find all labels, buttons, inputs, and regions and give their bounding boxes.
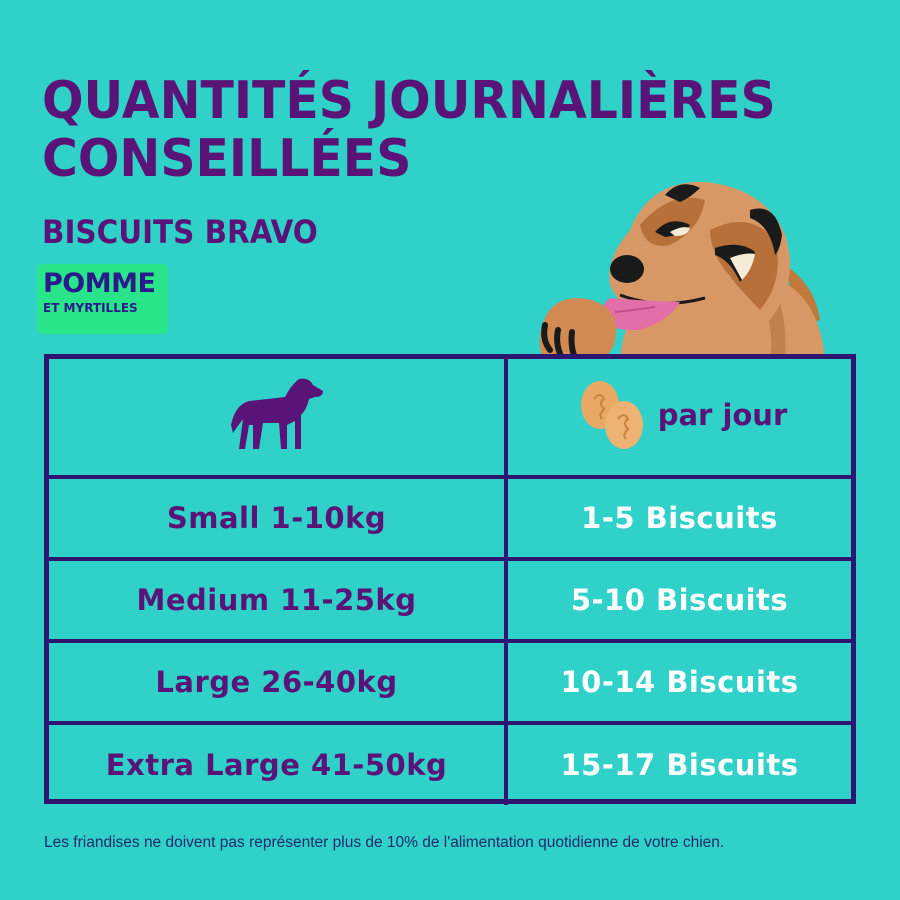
- dog-size-cell: Extra Large 41-50kg: [49, 721, 508, 805]
- biscuit-amount-cell: 1-5 Biscuits: [504, 475, 851, 561]
- footnote: Les friandises ne doivent pas représente…: [44, 834, 725, 851]
- flavor-main-label: POMME: [43, 268, 156, 299]
- table-header-row: par jour: [49, 359, 851, 479]
- page-title: QUANTITÉS JOURNALIÈRES CONSEILLÉES: [42, 72, 776, 188]
- table-row: Medium 11-25kg 5-10 Biscuits: [49, 557, 851, 643]
- biscuit-amount-cell: 15-17 Biscuits: [504, 721, 851, 805]
- flavor-sub-label: ET MYRTILLES: [43, 301, 138, 315]
- flavor-badge: POMME ET MYRTILLES: [37, 264, 168, 334]
- daily-quantities-table: par jour Small 1-10kg 1-5 Biscuits Mediu…: [44, 354, 856, 805]
- biscuit-amount-cell: 10-14 Biscuits: [504, 639, 851, 725]
- dog-size-cell: Small 1-10kg: [49, 475, 508, 561]
- dog-mascot-illustration: [539, 181, 825, 360]
- title-line-1: QUANTITÉS JOURNALIÈRES: [42, 71, 776, 131]
- table-row: Small 1-10kg 1-5 Biscuits: [49, 475, 851, 561]
- table-row: Extra Large 41-50kg 15-17 Biscuits: [49, 721, 851, 805]
- dog-silhouette-icon: [230, 378, 323, 449]
- header-per-day-cell: par jour: [504, 359, 851, 479]
- dog-size-cell: Large 26-40kg: [49, 639, 508, 725]
- product-subtitle: BISCUITS BRAVO: [42, 213, 318, 251]
- table-row: Large 26-40kg 10-14 Biscuits: [49, 639, 851, 725]
- header-dog-cell: [49, 359, 508, 479]
- dog-size-cell: Medium 11-25kg: [49, 557, 508, 643]
- biscuit-amount-cell: 5-10 Biscuits: [504, 557, 851, 643]
- title-line-2: CONSEILLÉES: [42, 129, 412, 189]
- biscuits-icon: [580, 381, 643, 449]
- per-day-label: par jour: [657, 398, 788, 432]
